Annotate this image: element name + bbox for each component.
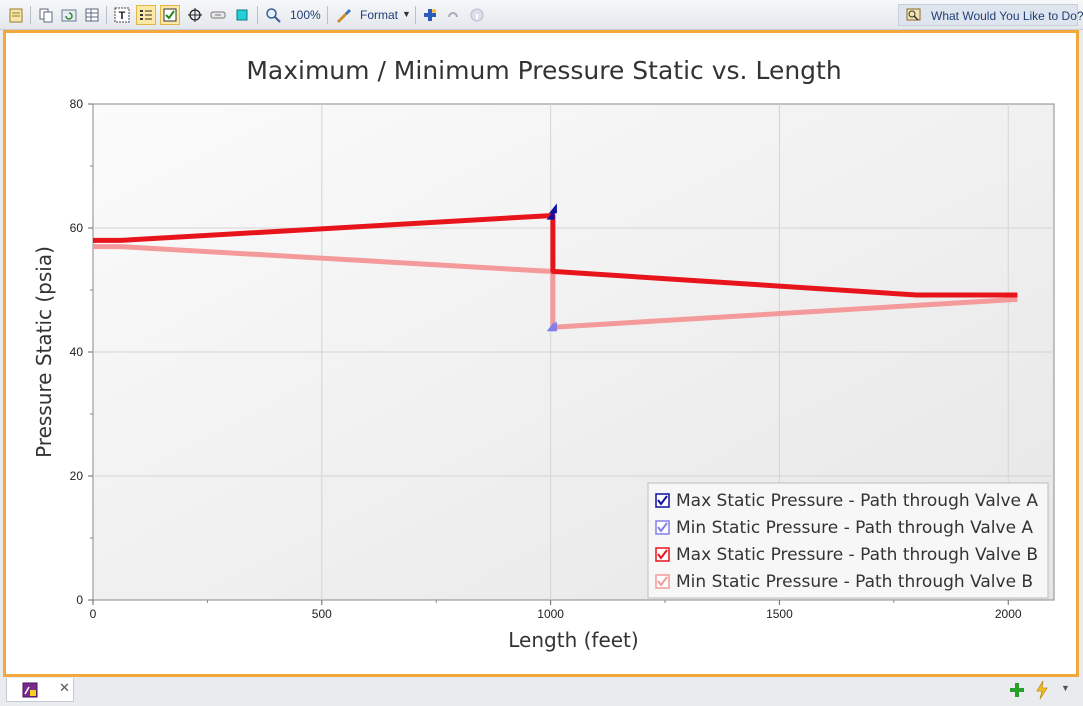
link-icon[interactable] bbox=[208, 5, 228, 25]
help-label: What Would You Like to Do? bbox=[931, 9, 1083, 23]
y-tick-label: 20 bbox=[70, 469, 84, 483]
y-tick-label: 60 bbox=[70, 221, 84, 235]
text-icon[interactable]: T bbox=[112, 5, 132, 25]
checkbox-icon[interactable] bbox=[160, 5, 180, 25]
graph-tab-icon bbox=[22, 682, 38, 703]
legend-check-icon bbox=[657, 549, 668, 560]
chart-title: Maximum / Minimum Pressure Static vs. Le… bbox=[246, 56, 841, 85]
legend-entry: Min Static Pressure - Path through Valve… bbox=[676, 518, 1033, 538]
x-tick-label: 0 bbox=[90, 607, 97, 621]
legend-check-icon bbox=[657, 576, 668, 587]
copy-icon[interactable] bbox=[36, 5, 56, 25]
table-icon[interactable] bbox=[82, 5, 102, 25]
toolbar-separator bbox=[327, 6, 328, 24]
series-marker bbox=[548, 321, 557, 332]
dropdown-icon[interactable]: ▼ bbox=[1061, 683, 1070, 693]
legend-icon[interactable] bbox=[136, 5, 156, 25]
lightning-icon[interactable] bbox=[1034, 680, 1050, 705]
svg-text:T: T bbox=[119, 10, 126, 22]
legend-entry: Max Static Pressure - Path through Valve… bbox=[676, 491, 1038, 511]
legend-entry: Max Static Pressure - Path through Valve… bbox=[676, 545, 1038, 565]
square-icon[interactable] bbox=[232, 5, 252, 25]
legend: Max Static Pressure - Path through Valve… bbox=[647, 482, 1049, 599]
legend-check-icon bbox=[657, 495, 668, 506]
crosshair-icon[interactable] bbox=[185, 5, 205, 25]
x-tick-label: 1000 bbox=[537, 607, 564, 621]
add-icon[interactable] bbox=[1008, 681, 1026, 704]
help-search-box[interactable]: What Would You Like to Do? bbox=[898, 4, 1083, 27]
help-icon bbox=[906, 8, 922, 27]
add-icon[interactable] bbox=[420, 5, 440, 25]
graph-toolbar: T 100% Format ▼ What Would You Like to D… bbox=[0, 0, 1083, 30]
toolbar-separator bbox=[257, 6, 258, 24]
x-tick-label: 500 bbox=[312, 607, 332, 621]
y-tick-label: 80 bbox=[70, 97, 84, 111]
legend-check-icon bbox=[657, 522, 668, 533]
format-icon[interactable] bbox=[334, 5, 354, 25]
toolbar-separator bbox=[30, 6, 31, 24]
toolbar-separator bbox=[106, 6, 107, 24]
zoom-icon[interactable] bbox=[263, 5, 283, 25]
y-axis-label: Pressure Static (psia) bbox=[32, 246, 56, 458]
series-marker bbox=[548, 203, 557, 214]
info-icon[interactable] bbox=[467, 5, 487, 25]
x-tick-label: 2000 bbox=[995, 607, 1022, 621]
bottom-bar: ✕ ▼ bbox=[0, 677, 1083, 706]
x-axis-label: Length (feet) bbox=[508, 628, 638, 652]
x-tick-label: 1500 bbox=[766, 607, 793, 621]
graph-tab[interactable]: ✕ bbox=[6, 678, 74, 702]
y-tick-label: 0 bbox=[76, 593, 83, 607]
legend-box bbox=[647, 482, 1049, 599]
undo-icon[interactable] bbox=[443, 5, 463, 25]
toolbar-separator bbox=[415, 6, 416, 24]
legend-entry: Min Static Pressure - Path through Valve… bbox=[676, 572, 1033, 592]
format-button[interactable]: Format bbox=[360, 8, 399, 22]
notepad-icon[interactable] bbox=[6, 5, 26, 25]
pressure-chart[interactable]: 0 500 1000 1500 2000 0 20 40 60 80 Maximum / Mini… bbox=[6, 33, 1076, 674]
chevron-down-icon[interactable]: ▼ bbox=[402, 9, 411, 19]
refresh-icon[interactable] bbox=[59, 5, 79, 25]
close-icon[interactable]: ✕ bbox=[59, 681, 70, 696]
zoom-level[interactable]: 100% bbox=[290, 8, 321, 22]
y-tick-label: 40 bbox=[70, 345, 84, 359]
graph-frame: 0 500 1000 1500 2000 0 20 40 60 80 Maximum / Mini… bbox=[3, 30, 1079, 677]
